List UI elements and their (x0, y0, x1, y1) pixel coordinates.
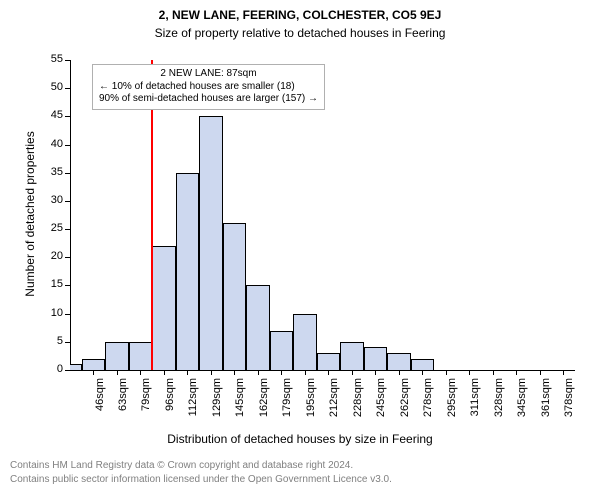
x-tick (211, 370, 212, 375)
histogram-bar (387, 353, 410, 370)
histogram-bar (199, 116, 222, 370)
histogram-bar (270, 331, 293, 370)
footer-line-1: Contains HM Land Registry data © Crown c… (10, 460, 353, 471)
x-tick (305, 370, 306, 375)
x-tick-label: 63sqm (117, 378, 129, 428)
x-tick (117, 370, 118, 375)
x-tick (352, 370, 353, 375)
y-tick (65, 201, 70, 202)
histogram-bar (223, 223, 246, 370)
x-tick-label: 262sqm (399, 378, 411, 428)
x-tick-label: 46sqm (94, 378, 106, 428)
x-tick-label: 278sqm (422, 378, 434, 428)
histogram-bar (70, 364, 82, 370)
x-tick (469, 370, 470, 375)
x-tick-label: 345sqm (516, 378, 528, 428)
x-tick-label: 378sqm (563, 378, 575, 428)
y-tick-label: 10 (35, 307, 63, 319)
x-tick (422, 370, 423, 375)
x-tick-label: 212sqm (328, 378, 340, 428)
x-tick (234, 370, 235, 375)
histogram-bar (246, 285, 269, 370)
x-tick (516, 370, 517, 375)
x-tick (399, 370, 400, 375)
y-tick (65, 116, 70, 117)
histogram-bar (129, 342, 152, 370)
x-tick-label: 311sqm (469, 378, 481, 428)
histogram-bar (340, 342, 363, 370)
x-tick-label: 195sqm (305, 378, 317, 428)
x-tick-label: 228sqm (352, 378, 364, 428)
x-tick (446, 370, 447, 375)
x-tick (493, 370, 494, 375)
x-tick (140, 370, 141, 375)
chart-title: 2, NEW LANE, FEERING, COLCHESTER, CO5 9E… (0, 8, 600, 22)
x-tick-label: 179sqm (281, 378, 293, 428)
y-tick-label: 50 (35, 81, 63, 93)
histogram-bar (317, 353, 340, 370)
x-axis-label: Distribution of detached houses by size … (0, 432, 600, 446)
x-tick-label: 295sqm (446, 378, 458, 428)
x-tick-label: 162sqm (258, 378, 270, 428)
histogram-bar (105, 342, 128, 370)
histogram-bar (176, 173, 199, 370)
y-tick-label: 5 (35, 335, 63, 347)
x-tick-label: 96sqm (164, 378, 176, 428)
x-tick (93, 370, 94, 375)
y-tick-label: 40 (35, 138, 63, 150)
y-tick (65, 342, 70, 343)
x-tick-label: 145sqm (234, 378, 246, 428)
y-tick (65, 257, 70, 258)
y-tick (65, 285, 70, 286)
x-tick (258, 370, 259, 375)
y-tick-label: 35 (35, 166, 63, 178)
x-tick-label: 112sqm (187, 378, 199, 428)
y-tick (65, 370, 70, 371)
histogram-bar (411, 359, 434, 370)
x-tick-label: 328sqm (493, 378, 505, 428)
y-tick-label: 30 (35, 194, 63, 206)
annotation-line-1: 2 NEW LANE: 87sqm (99, 68, 318, 81)
x-tick (375, 370, 376, 375)
y-tick-label: 45 (35, 109, 63, 121)
chart-subtitle: Size of property relative to detached ho… (0, 26, 600, 40)
y-tick (65, 145, 70, 146)
y-tick-label: 20 (35, 250, 63, 262)
x-tick (563, 370, 564, 375)
y-tick-label: 15 (35, 278, 63, 290)
x-tick (540, 370, 541, 375)
y-tick (65, 88, 70, 89)
chart-page: { "title_line1": "2, NEW LANE, FEERING, … (0, 0, 600, 500)
annotation-box: 2 NEW LANE: 87sqm ← 10% of detached hous… (92, 64, 325, 110)
footer-line-2: Contains public sector information licen… (10, 474, 392, 485)
x-tick (187, 370, 188, 375)
y-tick-label: 55 (35, 53, 63, 65)
x-tick (281, 370, 282, 375)
x-tick (328, 370, 329, 375)
histogram-bar (293, 314, 316, 370)
x-tick-label: 245sqm (375, 378, 387, 428)
y-tick-label: 0 (35, 363, 63, 375)
histogram-bar (152, 246, 175, 370)
y-tick (65, 229, 70, 230)
x-tick (164, 370, 165, 375)
y-tick-label: 25 (35, 222, 63, 234)
y-tick (65, 60, 70, 61)
y-tick (65, 173, 70, 174)
x-tick-label: 129sqm (211, 378, 223, 428)
x-axis-line (70, 370, 575, 371)
annotation-line-3: 90% of semi-detached houses are larger (… (99, 93, 318, 106)
histogram-bar (364, 347, 387, 370)
annotation-line-2: ← 10% of detached houses are smaller (18… (99, 81, 318, 94)
y-tick (65, 314, 70, 315)
y-axis-line (70, 60, 71, 370)
histogram-bar (82, 359, 105, 370)
x-tick-label: 79sqm (140, 378, 152, 428)
x-tick-label: 361sqm (540, 378, 552, 428)
